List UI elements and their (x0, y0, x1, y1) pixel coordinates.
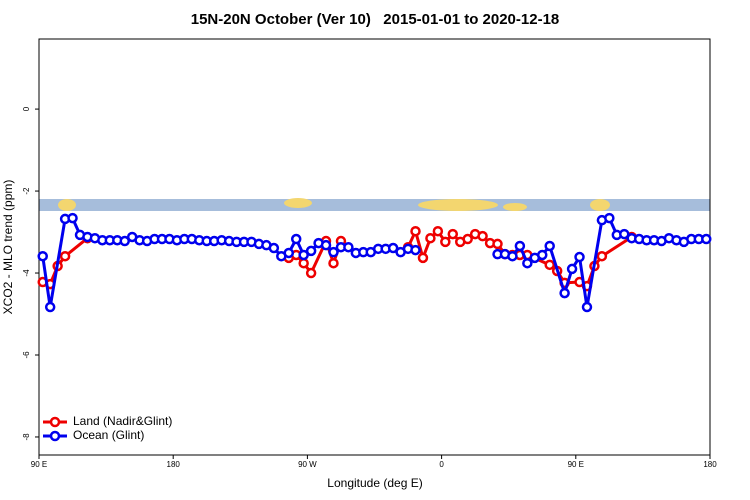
data-point (268, 242, 280, 254)
map-land (503, 203, 527, 211)
data-point (37, 250, 48, 262)
data-point (544, 240, 555, 252)
data-point (119, 235, 130, 247)
map-land (284, 198, 312, 208)
y-tick-label: -2 (22, 187, 31, 195)
legend-label: Land (Nadir&Glint) (73, 414, 172, 428)
data-point (701, 233, 712, 245)
series (37, 212, 712, 313)
data-point (417, 252, 429, 264)
chart-title: 15N-20N October (Ver 10) 2015-01-01 to 2… (191, 11, 560, 28)
map-land (418, 199, 498, 211)
data-point (537, 249, 548, 261)
legend-marker (49, 430, 61, 442)
data-point (387, 242, 399, 254)
x-tick-label: 0 (439, 460, 444, 469)
y-tick-label: -6 (22, 351, 31, 359)
map-ocean (39, 199, 710, 211)
data-point (425, 232, 436, 244)
data-point (283, 247, 295, 259)
data-point (566, 263, 578, 275)
data-point (59, 250, 71, 262)
data-point (477, 230, 488, 242)
data-point (410, 225, 421, 237)
data-point (492, 238, 503, 250)
data-point (604, 212, 615, 224)
legend-label: Ocean (Glint) (73, 428, 144, 442)
x-tick-label: 90 E (31, 460, 47, 469)
data-point (44, 301, 56, 313)
data-point (305, 245, 317, 257)
data-point (432, 225, 444, 237)
series-line (41, 216, 416, 308)
data-point (619, 228, 630, 240)
x-tick-label: 90 E (568, 460, 584, 469)
y-tick-label: -4 (22, 269, 31, 277)
data-point (574, 251, 585, 263)
data-point (343, 241, 354, 253)
data-point (305, 267, 317, 279)
plot-frame (38, 38, 711, 456)
data-point (328, 246, 339, 258)
map-strip (39, 198, 710, 211)
data-point (447, 228, 459, 240)
data-point (596, 250, 608, 262)
map-land (590, 199, 610, 211)
y-tick-label: 0 (22, 106, 31, 111)
data-point (462, 233, 473, 245)
data-point (514, 240, 526, 252)
data-point (290, 233, 302, 245)
data-point (581, 301, 593, 313)
data-point (559, 287, 570, 299)
data-point (320, 239, 332, 251)
y-axis-label: XCO2 - MLO trend (ppm) (1, 180, 15, 315)
x-tick-label: 180 (167, 460, 181, 469)
map-land (58, 199, 76, 211)
data-point (67, 212, 78, 224)
y-tick-label: -8 (22, 433, 31, 441)
x-tick-label: 180 (703, 460, 717, 469)
data-point (298, 257, 309, 269)
data-point (328, 257, 339, 269)
data-point (298, 249, 309, 261)
x-axis-label: Longitude (deg E) (327, 476, 422, 490)
data-point (440, 236, 451, 248)
x-tick-label: 90 W (298, 460, 317, 469)
data-point (507, 250, 518, 262)
data-point (522, 257, 533, 269)
legend-marker (49, 416, 61, 428)
data-point (410, 244, 421, 256)
data-point (544, 259, 555, 271)
